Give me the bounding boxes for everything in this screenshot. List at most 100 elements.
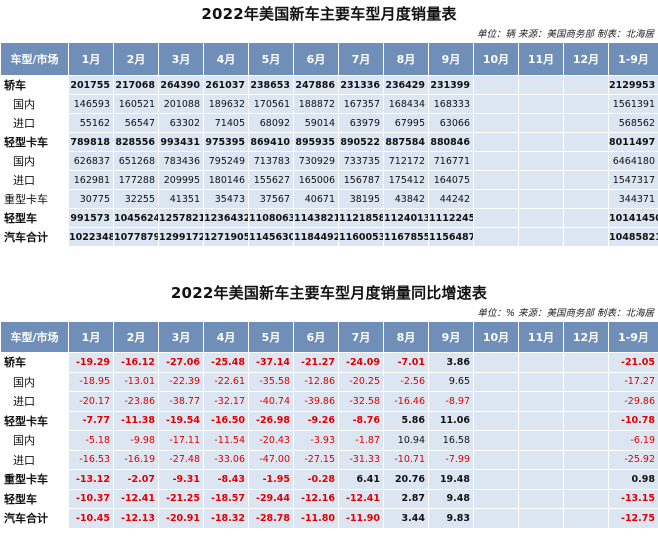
value-cell: -8.76 xyxy=(338,410,384,431)
value-cell: -5.18 xyxy=(68,430,114,451)
empty-cell xyxy=(518,113,564,133)
value-cell: 63979 xyxy=(338,113,384,133)
empty-cell xyxy=(563,391,609,412)
value-cell: -1.87 xyxy=(338,430,384,451)
value-cell: -16.12 xyxy=(113,352,159,373)
column-header: 7月 xyxy=(338,42,384,76)
row-label: 轻型车 xyxy=(0,208,69,228)
value-cell: -38.77 xyxy=(158,391,204,412)
value-cell: 730929 xyxy=(293,151,339,171)
row-label: 轿车 xyxy=(0,352,69,373)
value-cell: 156787 xyxy=(338,170,384,190)
empty-cell xyxy=(563,430,609,451)
column-header: 2月 xyxy=(113,321,159,353)
value-cell: 30775 xyxy=(68,189,114,209)
value-cell: 9.83 xyxy=(428,508,474,529)
empty-cell xyxy=(563,208,609,228)
empty-cell xyxy=(518,208,564,228)
value-cell: -21.25 xyxy=(158,488,204,509)
value-cell: 209995 xyxy=(158,170,204,190)
empty-cell xyxy=(473,151,519,171)
empty-cell xyxy=(518,170,564,190)
value-cell: 3.44 xyxy=(383,508,429,529)
value-cell: -19.54 xyxy=(158,410,204,431)
value-cell: 1143821 xyxy=(293,208,339,228)
value-cell: 1045624 xyxy=(113,208,159,228)
value-cell: 626837 xyxy=(68,151,114,171)
value-cell: 180146 xyxy=(203,170,249,190)
value-cell: 795249 xyxy=(203,151,249,171)
value-cell: 56547 xyxy=(113,113,159,133)
empty-cell xyxy=(563,410,609,431)
empty-cell xyxy=(518,132,564,152)
column-header: 1-9月 xyxy=(608,42,658,76)
value-cell: -22.39 xyxy=(158,371,204,392)
row-label: 进口 xyxy=(0,449,69,470)
value-cell: -8.43 xyxy=(203,469,249,490)
value-cell: -9.31 xyxy=(158,469,204,490)
growth-table-title: 2022年美国新车主要车型月度销量同比增速表 xyxy=(170,284,488,302)
value-cell: 16.58 xyxy=(428,430,474,451)
table-row: 进口 162981 177288 209995 180146 155627 165006 15… xyxy=(0,170,658,190)
empty-cell xyxy=(473,189,519,209)
row-label: 重型卡车 xyxy=(0,469,69,490)
value-cell: 41351 xyxy=(158,189,204,209)
value-cell: -2.07 xyxy=(113,469,159,490)
empty-cell xyxy=(518,469,564,490)
volume-table-title: 2022年美国新车主要车型月度销量表 xyxy=(201,5,457,23)
empty-cell xyxy=(563,151,609,171)
value-cell: -29.86 xyxy=(608,391,658,412)
value-cell: 165006 xyxy=(293,170,339,190)
empty-cell xyxy=(518,430,564,451)
column-header: 1-9月 xyxy=(608,321,658,353)
empty-cell xyxy=(563,488,609,509)
value-cell: 175412 xyxy=(383,170,429,190)
empty-cell xyxy=(563,371,609,392)
value-cell: -39.86 xyxy=(293,391,339,412)
value-cell: -19.29 xyxy=(68,352,114,373)
table-row: 进口 -16.53 -16.19 -27.48 -33.06 -47.00 -27.15 -3… xyxy=(0,449,658,470)
value-cell: 9.48 xyxy=(428,488,474,509)
value-cell: 68092 xyxy=(248,113,294,133)
value-cell: 59014 xyxy=(293,113,339,133)
value-cell: -27.48 xyxy=(158,449,204,470)
value-cell: -20.91 xyxy=(158,508,204,529)
value-cell: -18.57 xyxy=(203,488,249,509)
value-cell: 146593 xyxy=(68,94,114,114)
value-cell: -6.19 xyxy=(608,430,658,451)
empty-cell xyxy=(518,508,564,529)
empty-cell xyxy=(518,391,564,412)
column-header: 9月 xyxy=(428,321,474,353)
row-label: 国内 xyxy=(0,94,69,114)
value-cell: -20.43 xyxy=(248,430,294,451)
value-cell: 43842 xyxy=(383,189,429,209)
value-cell: 1184492 xyxy=(293,227,339,247)
empty-cell xyxy=(473,371,519,392)
value-cell: 35473 xyxy=(203,189,249,209)
value-cell: 1121858 xyxy=(338,208,384,228)
value-cell: -0.28 xyxy=(293,469,339,490)
value-cell: 63066 xyxy=(428,113,474,133)
value-cell: 168434 xyxy=(383,94,429,114)
empty-cell xyxy=(473,410,519,431)
value-cell: 828556 xyxy=(113,132,159,152)
value-cell: -32.58 xyxy=(338,391,384,412)
table-row: 汽车合计 -10.45 -12.13 -20.91 -18.32 -28.78 -11.80… xyxy=(0,508,658,529)
empty-cell xyxy=(473,132,519,152)
growth-table-body: 轿车 -19.29 -16.12 -27.06 -25.48 -37.14 -21.27 -2… xyxy=(0,352,658,529)
value-cell: 20.76 xyxy=(383,469,429,490)
value-cell: 783436 xyxy=(158,151,204,171)
value-cell: -10.45 xyxy=(68,508,114,529)
value-cell: 993431 xyxy=(158,132,204,152)
value-cell: -18.32 xyxy=(203,508,249,529)
value-cell: 19.48 xyxy=(428,469,474,490)
column-header: 6月 xyxy=(293,42,339,76)
value-cell: -8.97 xyxy=(428,391,474,412)
value-cell: -12.13 xyxy=(113,508,159,529)
value-cell: -7.77 xyxy=(68,410,114,431)
row-label: 进口 xyxy=(0,391,69,412)
table-row: 轻型卡车 -7.77 -11.38 -19.54 -16.50 -26.98 -9.26 -8… xyxy=(0,410,658,431)
column-header: 4月 xyxy=(203,321,249,353)
value-cell: -33.06 xyxy=(203,449,249,470)
value-cell: 890522 xyxy=(338,132,384,152)
